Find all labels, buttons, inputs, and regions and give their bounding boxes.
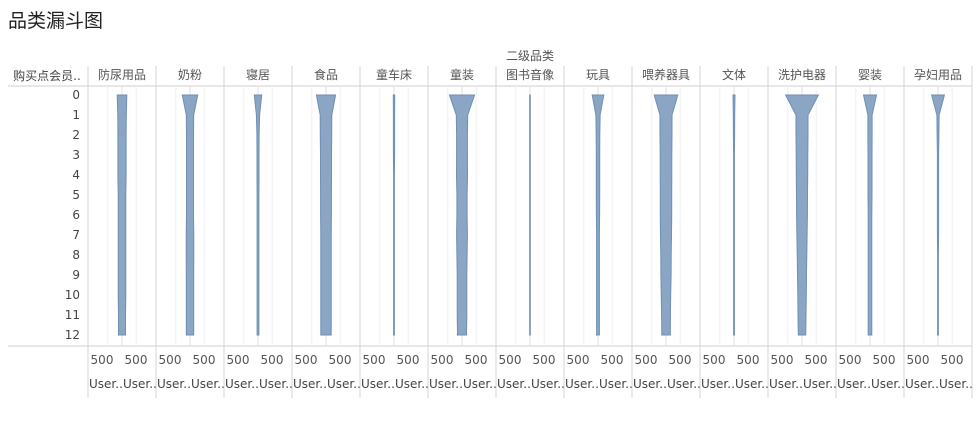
funnel-shape <box>116 94 128 336</box>
tick-label: 500 <box>635 353 658 367</box>
funnel-shape <box>392 94 396 336</box>
axis-label-right: User.. <box>803 377 837 391</box>
tick-label: 500 <box>125 353 148 367</box>
axis-label-right: User.. <box>531 377 565 391</box>
funnel-shape <box>591 94 605 336</box>
category-header: 童装 <box>450 67 474 82</box>
category-header: 食品 <box>314 67 338 82</box>
tick-label: 500 <box>771 353 794 367</box>
axis-label-left: User.. <box>157 377 191 391</box>
axis-label-left: User.. <box>701 377 735 391</box>
axis-label-left: User.. <box>769 377 803 391</box>
tick-label: 500 <box>499 353 522 367</box>
tick-label: 500 <box>91 353 114 367</box>
funnel-shape <box>253 94 263 336</box>
category-header: 洗护电器 <box>778 68 826 82</box>
axis-label-left: User.. <box>429 377 463 391</box>
axis-label-right: User.. <box>463 377 497 391</box>
row-label: 11 <box>65 308 80 322</box>
axis-label-right: User.. <box>939 377 973 391</box>
tick-label: 500 <box>703 353 726 367</box>
category-header: 婴装 <box>858 68 882 82</box>
row-label: 3 <box>72 148 80 162</box>
tick-label: 500 <box>431 353 454 367</box>
axis-label-left: User.. <box>89 377 123 391</box>
tick-label: 500 <box>873 353 896 367</box>
axis-label-right: User.. <box>191 377 225 391</box>
row-label: 0 <box>72 88 80 102</box>
category-header: 文体 <box>722 67 746 82</box>
category-header: 图书音像 <box>506 67 554 82</box>
tick-label: 500 <box>941 353 964 367</box>
tick-label: 500 <box>669 353 692 367</box>
tick-label: 500 <box>159 353 182 367</box>
category-header: 防尿用品 <box>98 67 146 82</box>
tick-label: 500 <box>567 353 590 367</box>
category-header: 孕妇用品 <box>914 68 962 82</box>
tick-label: 500 <box>839 353 862 367</box>
axis-label-right: User.. <box>871 377 905 391</box>
category-header: 喂养器具 <box>642 67 690 82</box>
tick-label: 500 <box>261 353 284 367</box>
funnel-shape <box>930 94 946 336</box>
category-header: 童车床 <box>376 67 412 82</box>
axis-label-left: User.. <box>293 377 327 391</box>
funnel-shape <box>315 94 337 336</box>
row-label: 10 <box>65 288 80 302</box>
category-header: 寝居 <box>246 67 270 82</box>
tick-label: 500 <box>397 353 420 367</box>
row-label: 9 <box>72 268 80 282</box>
row-label: 4 <box>72 168 80 182</box>
row-label: 8 <box>72 248 80 262</box>
axis-label-left: User.. <box>837 377 871 391</box>
tick-label: 500 <box>193 353 216 367</box>
tick-label: 500 <box>465 353 488 367</box>
axis-label-right: User.. <box>259 377 293 391</box>
row-label: 2 <box>72 128 80 142</box>
axis-label-right: User.. <box>735 377 769 391</box>
axis-label-left: User.. <box>361 377 395 391</box>
funnel-shape <box>448 94 476 336</box>
funnel-shape <box>862 94 878 336</box>
tick-label: 500 <box>601 353 624 367</box>
axis-label-right: User.. <box>327 377 361 391</box>
axis-label-right: User.. <box>667 377 701 391</box>
tick-label: 500 <box>737 353 760 367</box>
axis-label-left: User.. <box>633 377 667 391</box>
category-header: 奶粉 <box>178 68 202 82</box>
axis-label-right: User.. <box>599 377 633 391</box>
row-header-label: 购买点会员.. <box>13 68 81 83</box>
axis-label-right: User.. <box>395 377 429 391</box>
tick-label: 500 <box>329 353 352 367</box>
chart-title: 品类漏斗图 <box>8 10 104 32</box>
funnel-shape <box>784 94 820 336</box>
tick-label: 500 <box>363 353 386 367</box>
row-label: 5 <box>72 188 80 202</box>
funnel-shape <box>653 94 679 336</box>
row-label: 6 <box>72 208 80 222</box>
axis-label-left: User.. <box>905 377 939 391</box>
funnel-shape <box>732 94 736 336</box>
axis-label-left: User.. <box>565 377 599 391</box>
funnel-shape <box>529 94 531 336</box>
row-label: 12 <box>65 328 80 342</box>
tick-label: 500 <box>295 353 318 367</box>
column-group-label: 二级品类 <box>506 49 554 63</box>
axis-label-left: User.. <box>225 377 259 391</box>
row-label: 7 <box>72 228 80 242</box>
tick-label: 500 <box>907 353 930 367</box>
axis-label-left: User.. <box>497 377 531 391</box>
tick-label: 500 <box>533 353 556 367</box>
funnel-shape <box>181 94 199 336</box>
category-header: 玩具 <box>586 68 610 82</box>
row-label: 1 <box>72 108 80 122</box>
tick-label: 500 <box>227 353 250 367</box>
tick-label: 500 <box>805 353 828 367</box>
axis-label-right: User.. <box>123 377 157 391</box>
